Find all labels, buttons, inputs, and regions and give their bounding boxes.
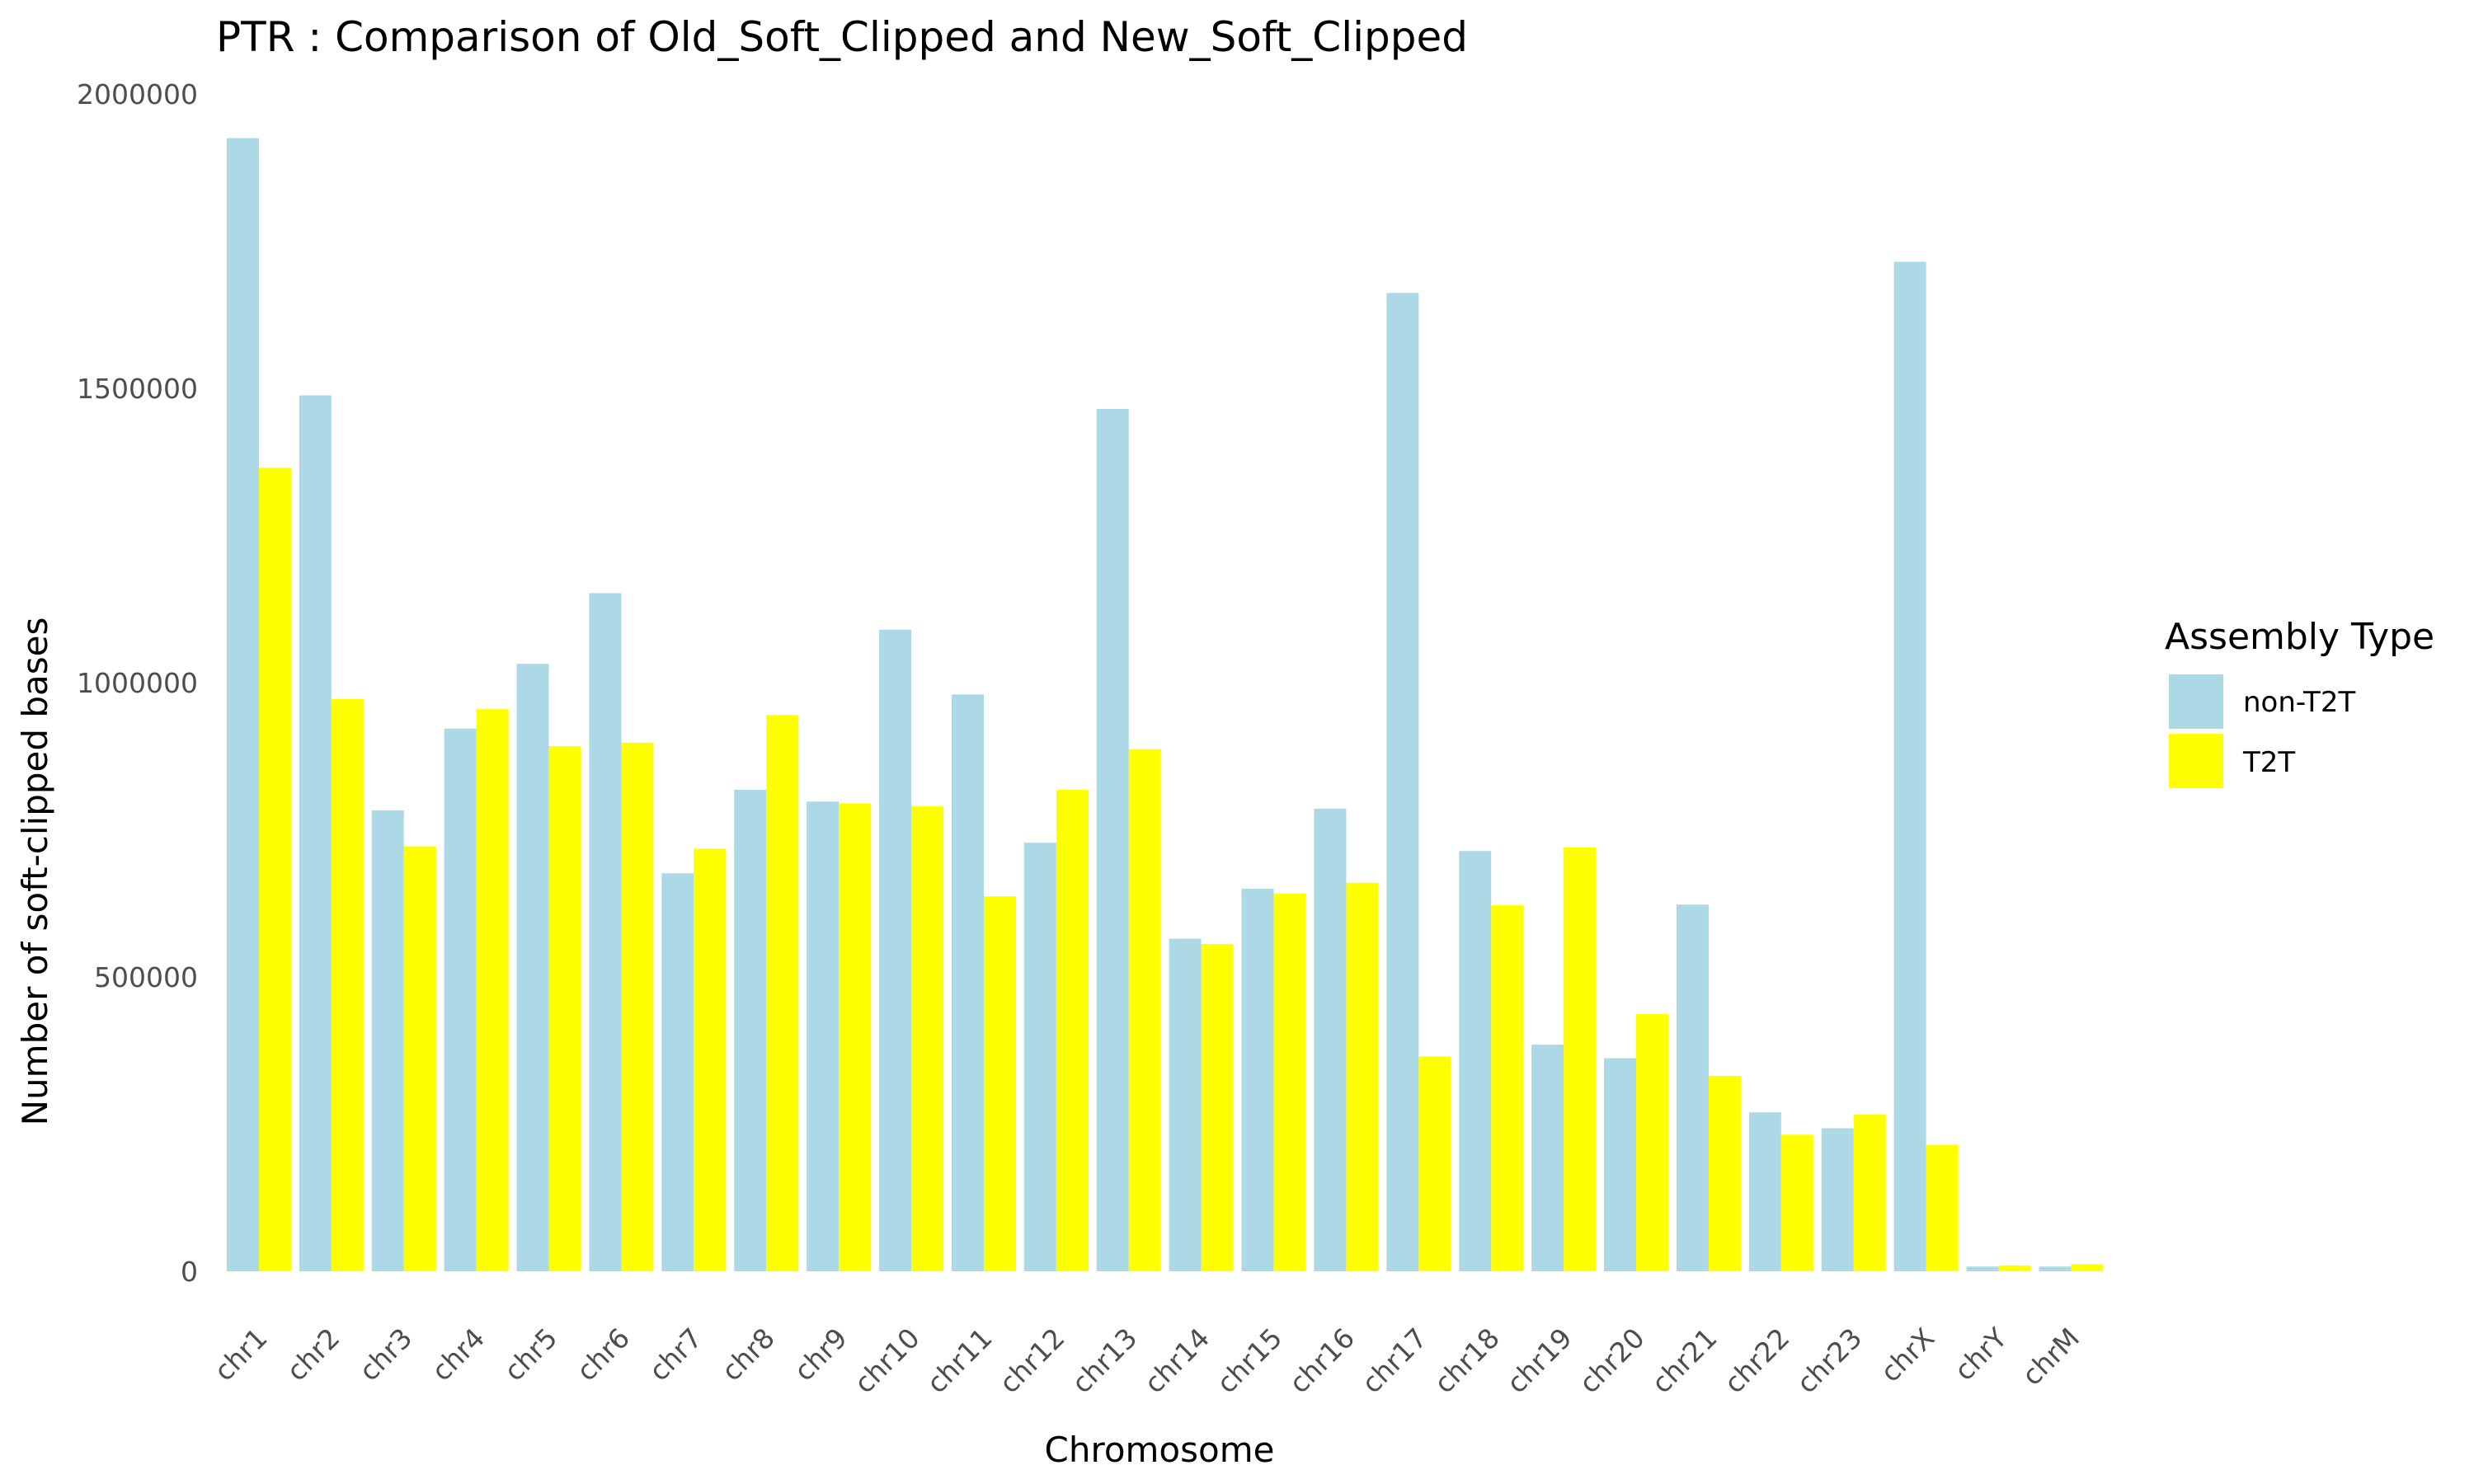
x-tick-label: chr8	[715, 1322, 781, 1388]
legend-title: Assembly Type	[2165, 616, 2434, 658]
y-tick-label: 1000000	[77, 667, 198, 699]
bar-t2t-chr11	[983, 896, 1016, 1271]
bar-non-t2t-chrX	[1893, 261, 1926, 1271]
bar-t2t-chr6	[621, 742, 654, 1271]
bar-t2t-chr18	[1491, 904, 1524, 1271]
chart-title: PTR : Comparison of Old_Soft_Clipped and…	[216, 13, 1468, 61]
bar-t2t-chr20	[1636, 1013, 1669, 1271]
bar-non-t2t-chr20	[1604, 1058, 1637, 1271]
x-tick-label: chr11	[920, 1322, 998, 1399]
legend-label-non-t2t: non-T2T	[2243, 686, 2355, 719]
x-tick-label: chr13	[1065, 1322, 1143, 1399]
bar-non-t2t-chr1	[226, 138, 259, 1271]
y-axis-label: Number of soft-clipped bases	[15, 618, 55, 1126]
x-tick-label: chr10	[848, 1322, 925, 1399]
bar-non-t2t-chr13	[1096, 408, 1129, 1271]
bar-t2t-chr17	[1418, 1056, 1451, 1271]
x-tick-label: chrX	[1874, 1322, 1941, 1388]
bar-t2t-chr23	[1853, 1115, 1886, 1271]
x-tick-label: chr7	[642, 1322, 708, 1388]
y-tick-label: 0	[181, 1256, 198, 1288]
y-axis-ticks: 0 500000 1000000 1500000 2000000	[77, 78, 198, 1288]
bar-non-t2t-chr11	[951, 694, 984, 1271]
legend: Assembly Type non-T2T T2T	[2165, 616, 2434, 788]
x-tick-label: chrY	[1948, 1321, 2014, 1387]
bar-non-t2t-chr4	[444, 728, 477, 1271]
x-tick-label: chr6	[570, 1322, 636, 1388]
legend-swatch-non-t2t	[2169, 674, 2223, 729]
bar-t2t-chr4	[476, 709, 509, 1271]
bar-t2t-chr15	[1273, 893, 1306, 1271]
x-tick-label: chr20	[1573, 1322, 1650, 1399]
bar-non-t2t-chr22	[1748, 1112, 1781, 1271]
bar-non-t2t-chr2	[299, 395, 332, 1271]
bar-t2t-chr13	[1128, 749, 1161, 1271]
x-tick-label: chr1	[208, 1322, 274, 1388]
bar-non-t2t-chr3	[371, 810, 404, 1271]
x-tick-label: chr22	[1718, 1322, 1795, 1399]
bar-non-t2t-chrM	[2039, 1266, 2072, 1271]
x-tick-label: chr2	[280, 1322, 346, 1388]
bar-non-t2t-chr23	[1821, 1128, 1854, 1271]
bar-non-t2t-chr21	[1676, 904, 1709, 1271]
x-tick-label: chr4	[426, 1322, 492, 1388]
bar-non-t2t-chr5	[516, 664, 549, 1271]
bar-t2t-chr8	[766, 715, 799, 1271]
bar-t2t-chr5	[548, 746, 581, 1271]
x-tick-label: chr14	[1138, 1322, 1216, 1399]
bar-non-t2t-chr9	[807, 801, 840, 1271]
bar-non-t2t-chr17	[1386, 293, 1419, 1271]
bar-t2t-chr10	[911, 805, 944, 1271]
bar-t2t-chr7	[694, 848, 727, 1271]
bar-t2t-chrX	[1926, 1144, 1959, 1271]
bar-t2t-chr21	[1708, 1075, 1741, 1271]
bar-non-t2t-chrY	[1966, 1266, 1999, 1271]
bar-t2t-chr14	[1201, 944, 1234, 1271]
legend-label-t2t: T2T	[2242, 746, 2295, 779]
bar-non-t2t-chr12	[1023, 843, 1056, 1271]
bar-t2t-chrM	[2071, 1264, 2104, 1271]
x-tick-label: chr18	[1427, 1322, 1505, 1399]
bar-t2t-chr9	[839, 803, 872, 1271]
x-tick-label: chr15	[1211, 1322, 1288, 1399]
bar-t2t-chr22	[1780, 1134, 1813, 1271]
x-axis-label: Chromosome	[1045, 1430, 1275, 1470]
x-tick-label: chr23	[1790, 1322, 1868, 1399]
x-axis-ticks: chr1 chr2 chr3 chr4 chr5 chr6 chr7 chr8 chr9chr1…	[208, 1321, 2086, 1399]
x-tick-label: chr17	[1356, 1322, 1433, 1399]
bar-non-t2t-chr7	[661, 873, 694, 1271]
bar-non-t2t-chr14	[1169, 938, 1202, 1271]
bar-t2t-chr1	[258, 467, 291, 1271]
x-tick-label: chr16	[1283, 1322, 1361, 1399]
bar-non-t2t-chr16	[1314, 808, 1347, 1271]
y-tick-label: 2000000	[77, 78, 198, 110]
bar-t2t-chr3	[403, 846, 436, 1271]
x-tick-label: chr12	[993, 1322, 1070, 1399]
x-tick-label: chr21	[1645, 1322, 1723, 1399]
bar-non-t2t-chr18	[1459, 851, 1492, 1271]
bar-non-t2t-chr6	[589, 593, 622, 1271]
bar-t2t-chr12	[1056, 789, 1089, 1271]
bars	[226, 138, 2104, 1271]
y-tick-label: 1500000	[77, 373, 198, 405]
y-tick-label: 500000	[94, 961, 198, 993]
x-tick-label: chr3	[353, 1322, 419, 1388]
bar-t2t-chr19	[1564, 847, 1597, 1271]
bar-non-t2t-chr10	[879, 629, 912, 1271]
bar-non-t2t-chr19	[1531, 1045, 1564, 1271]
bar-t2t-chr16	[1346, 882, 1379, 1271]
bar-non-t2t-chr8	[734, 789, 767, 1271]
x-tick-label: chrM	[2015, 1322, 2086, 1392]
legend-swatch-t2t	[2169, 734, 2223, 788]
x-tick-label: chr19	[1500, 1322, 1578, 1399]
bar-non-t2t-chr15	[1241, 888, 1274, 1271]
x-tick-label: chr5	[498, 1322, 564, 1388]
bar-t2t-chrY	[1998, 1265, 2031, 1271]
bar-t2t-chr2	[331, 698, 364, 1271]
x-tick-label: chr9	[788, 1322, 854, 1388]
